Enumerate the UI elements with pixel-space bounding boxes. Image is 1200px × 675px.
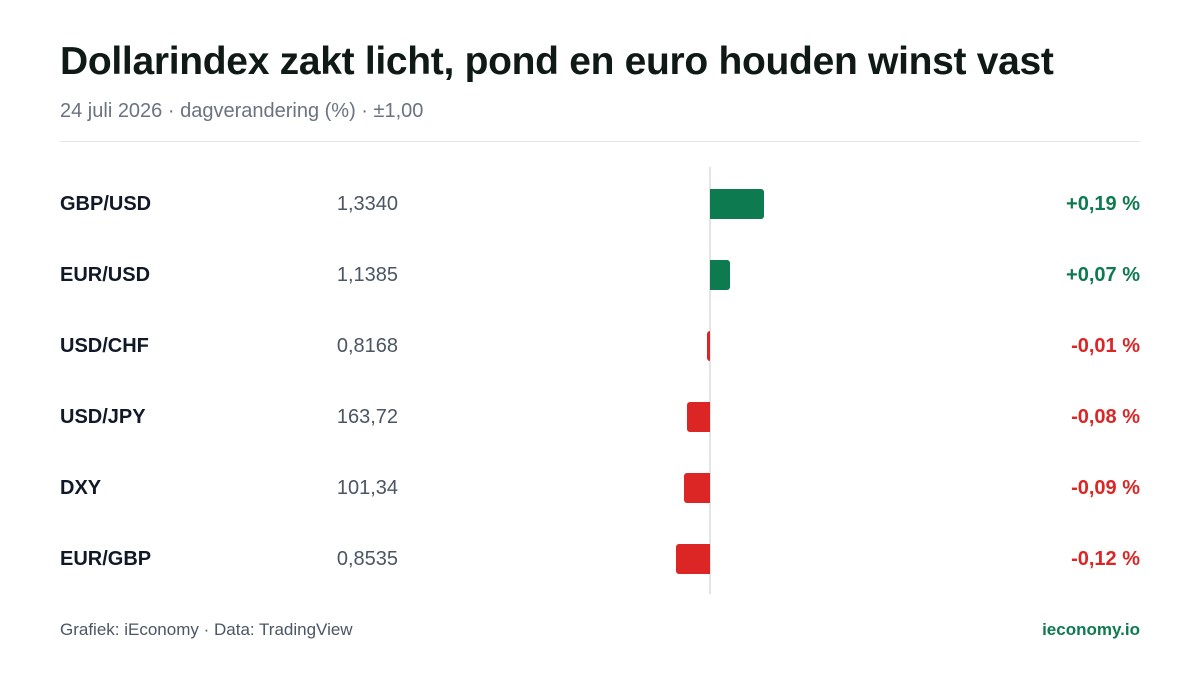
header-divider <box>60 141 1140 142</box>
table-row: GBP/USD 1,3340 +0,19 % <box>0 184 1200 224</box>
chart-subtitle: 24 juli 2026 · dagverandering (%) · ±1,0… <box>60 100 424 122</box>
change-bar <box>707 331 710 361</box>
currency-pair-label: USD/CHF <box>60 335 149 357</box>
currency-pair-label: EUR/USD <box>60 264 151 286</box>
table-row: USD/JPY 163,72 -0,08 % <box>0 397 1200 437</box>
change-bar <box>687 402 710 432</box>
chart-title: Dollarindex zakt licht, pond en euro hou… <box>60 40 1054 83</box>
change-value-label: +0,19 % <box>1066 193 1140 215</box>
change-bar <box>684 473 710 503</box>
price-value: 0,8535 <box>336 548 398 570</box>
change-value-label: +0,07 % <box>1066 264 1140 286</box>
source-credit: Grafiek: iEconomy · Data: TradingView <box>60 620 353 639</box>
change-value-label: -0,08 % <box>1071 406 1140 428</box>
table-row: EUR/GBP 0,8535 -0,12 % <box>0 539 1200 579</box>
currency-pair-label: GBP/USD <box>60 193 152 215</box>
change-bar <box>710 260 730 290</box>
price-value: 1,3340 <box>336 193 398 215</box>
brand-link[interactable]: ieconomy.io <box>1042 620 1140 639</box>
table-row: EUR/USD 1,1385 +0,07 % <box>0 255 1200 295</box>
price-value: 101,34 <box>336 477 398 499</box>
price-value: 163,72 <box>336 406 398 428</box>
table-row: DXY 101,34 -0,09 % <box>0 468 1200 508</box>
price-value: 0,8168 <box>336 335 398 357</box>
change-value-label: -0,12 % <box>1071 548 1140 570</box>
price-value: 1,1385 <box>336 264 398 286</box>
change-value-label: -0,09 % <box>1071 477 1140 499</box>
zero-axis-line <box>709 167 711 594</box>
change-bar <box>710 189 765 219</box>
currency-pair-label: EUR/GBP <box>60 548 152 570</box>
table-row: USD/CHF 0,8168 -0,01 % <box>0 326 1200 366</box>
change-bar <box>675 544 710 574</box>
currency-pair-label: USD/JPY <box>60 406 146 428</box>
change-value-label: -0,01 % <box>1071 335 1140 357</box>
currency-pair-label: DXY <box>60 477 102 499</box>
